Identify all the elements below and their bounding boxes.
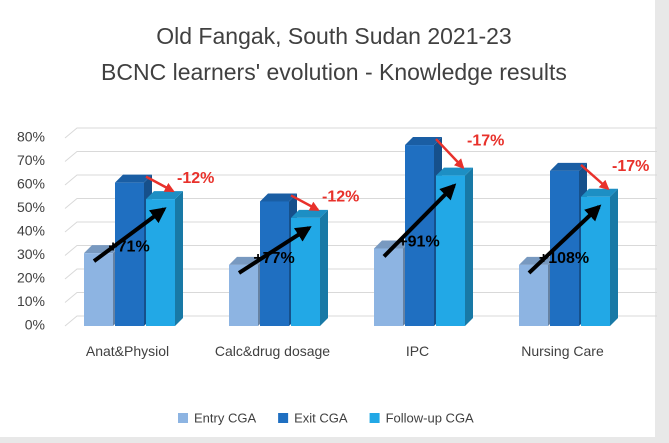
y-tick-label: 40% (17, 223, 45, 239)
drop-label: -12% (322, 189, 359, 206)
legend-label: Follow-up CGA (386, 410, 474, 425)
growth-arrow (382, 183, 457, 258)
bar (291, 217, 320, 326)
bar-top (519, 256, 556, 265)
bar-top (146, 191, 183, 200)
bar-side (465, 167, 473, 326)
drop-arrow (290, 194, 320, 212)
y-tick-label: 20% (17, 270, 45, 286)
bar-top (291, 209, 328, 218)
growth-arrow (527, 204, 602, 275)
growth-label: +91% (398, 234, 439, 251)
bar-top (405, 137, 442, 146)
drop-arrow (435, 138, 465, 170)
bar (84, 253, 113, 326)
bar (405, 145, 434, 326)
drop-label: -12% (177, 170, 214, 187)
growth-label: +71% (108, 238, 149, 255)
growth-arrow (92, 207, 167, 263)
y-tick-label: 30% (17, 246, 45, 262)
bar-side (320, 209, 328, 326)
bar-side (610, 188, 618, 326)
legend-swatch (278, 413, 289, 423)
x-tick-label: Anat&Physiol (85, 343, 170, 359)
chart-subtitle: BCNC learners' evolution - Knowledge res… (101, 59, 567, 85)
legend-swatch (178, 413, 188, 423)
drop-label: -17% (612, 158, 649, 175)
bar (260, 201, 289, 326)
y-tick-label: 70% (17, 152, 45, 168)
growth-label: +108% (539, 250, 589, 267)
x-tick-label: IPC (405, 343, 430, 359)
bar-top (115, 174, 152, 183)
drop-arrow (580, 163, 610, 191)
bar (519, 264, 548, 326)
y-tick-label: 60% (17, 176, 45, 192)
legend-label: Exit CGA (294, 410, 348, 425)
drop-arrow (145, 175, 175, 193)
drop-label: -17% (467, 132, 504, 149)
bar (115, 182, 144, 326)
y-tick-label: 80% (17, 129, 45, 145)
bar (229, 264, 258, 326)
bar-side (175, 191, 183, 326)
bar-top (581, 188, 618, 197)
grid-line (64, 127, 657, 139)
bar-top (436, 167, 473, 176)
bar-top (550, 162, 587, 171)
bar-top (374, 240, 411, 249)
legend-swatch (369, 413, 380, 423)
y-tick-label: 0% (25, 317, 45, 333)
y-tick-label: 10% (17, 293, 45, 309)
bar-top (260, 193, 297, 202)
growth-label: +77% (253, 250, 294, 267)
growth-arrow (237, 226, 312, 275)
legend-label: Entry CGA (194, 410, 256, 425)
grid-line (64, 151, 657, 162)
chart-title: Old Fangak, South Sudan 2021-23 (156, 23, 511, 49)
y-tick-label: 50% (17, 199, 45, 215)
x-tick-label: Nursing Care (521, 343, 604, 359)
x-tick-label: Calc&drug dosage (214, 343, 331, 359)
bar (374, 248, 403, 326)
